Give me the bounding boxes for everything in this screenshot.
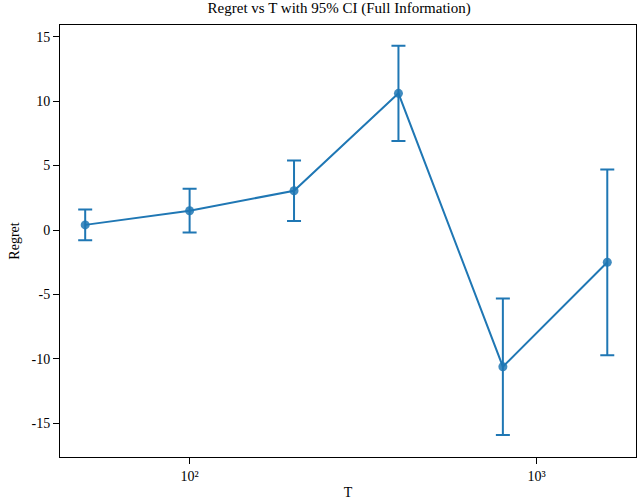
svg-text:15: 15 [36, 30, 50, 45]
svg-text:10³: 10³ [527, 469, 545, 484]
svg-text:-15: -15 [32, 416, 51, 431]
svg-text:-10: -10 [32, 352, 51, 367]
svg-text:-5: -5 [39, 287, 51, 302]
svg-text:10²: 10² [181, 469, 199, 484]
svg-text:Regret: Regret [7, 222, 22, 259]
svg-text:T: T [344, 485, 353, 500]
svg-text:5: 5 [43, 158, 50, 173]
svg-text:10: 10 [36, 94, 50, 109]
svg-text:Regret vs T with 95% CI (Full: Regret vs T with 95% CI (Full Informatio… [208, 0, 471, 17]
svg-text:0: 0 [43, 223, 50, 238]
